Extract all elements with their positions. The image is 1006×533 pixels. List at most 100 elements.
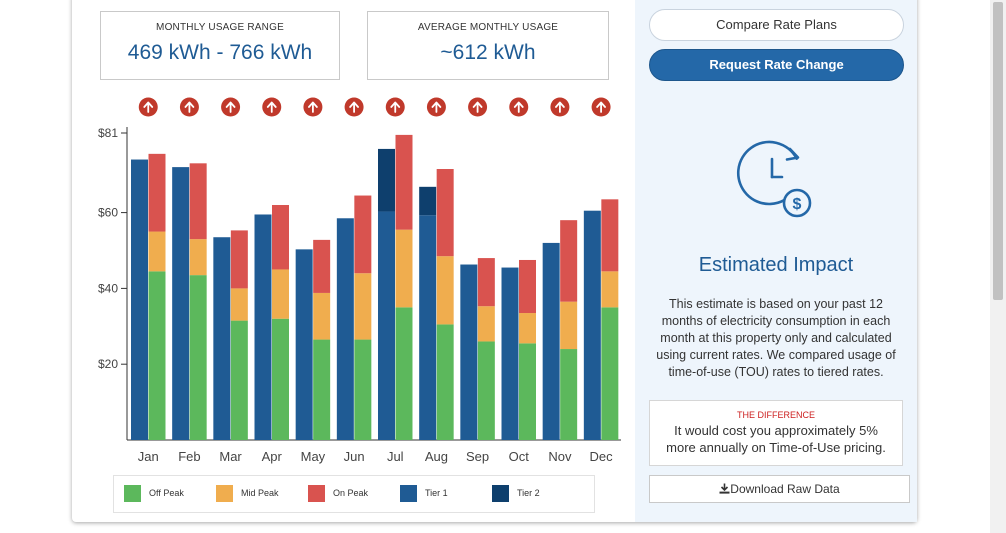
- arrow-up-glyph: [431, 101, 442, 113]
- x-tick-label: Oct: [509, 449, 530, 464]
- bar-tier-1: [336, 218, 354, 440]
- bar-mid-peak: [395, 229, 413, 308]
- x-tick-label: Jan: [138, 449, 159, 464]
- page-scrollbar-thumb[interactable]: [993, 2, 1003, 300]
- bar-tier-2: [419, 186, 437, 216]
- estimated-impact-description: This estimate is based on your past 12 m…: [656, 297, 896, 379]
- x-tick-label: May: [301, 449, 326, 464]
- bar-off-peak: [189, 275, 207, 440]
- bar-on-peak: [230, 230, 248, 289]
- arrow-up-glyph: [472, 101, 483, 113]
- bar-tier-1: [213, 237, 231, 440]
- arrow-up-glyph: [266, 101, 277, 113]
- bar-mid-peak: [189, 239, 207, 276]
- bar-tier-1: [501, 267, 519, 440]
- y-tick-label: $60: [98, 206, 118, 220]
- bar-mid-peak: [560, 301, 578, 350]
- bar-tier-1: [295, 249, 313, 440]
- bar-off-peak: [354, 339, 372, 440]
- bar-mid-peak: [148, 231, 166, 272]
- average-usage-label: AVERAGE MONTHLY USAGE: [417, 22, 559, 33]
- bar-on-peak: [272, 205, 289, 270]
- bar-off-peak: [601, 307, 619, 440]
- bar-on-peak: [313, 239, 331, 293]
- x-tick-label: Apr: [262, 449, 283, 464]
- bar-mid-peak: [519, 313, 536, 344]
- legend-swatch-off-peak: [124, 485, 141, 502]
- arrow-up-glyph: [143, 101, 154, 113]
- bar-tier-2: [378, 148, 395, 212]
- chart-legend: Off Peak Mid Peak On Peak Tier 1 Tier 2: [113, 475, 595, 513]
- x-tick-label: Nov: [548, 449, 572, 464]
- bar-tier-1: [542, 242, 560, 440]
- bar-on-peak: [436, 169, 454, 257]
- bar-on-peak: [477, 258, 495, 307]
- x-tick-label: Aug: [425, 449, 448, 464]
- arrow-up-glyph: [596, 101, 606, 113]
- arrow-up-glyph: [390, 101, 401, 113]
- bar-off-peak: [230, 320, 248, 440]
- bar-on-peak: [560, 220, 578, 302]
- request-rate-change-button[interactable]: Request Rate Change: [649, 49, 904, 81]
- bar-tier-1: [460, 264, 478, 440]
- x-tick-label: Sep: [466, 449, 489, 464]
- download-icon: [719, 483, 730, 494]
- usage-range-label: MONTHLY USAGE RANGE: [156, 22, 284, 33]
- usage-range-value: 469 kWh - 766 kWh: [127, 41, 313, 64]
- arrow-up-glyph: [225, 101, 236, 113]
- bar-off-peak: [313, 339, 331, 440]
- bar-mid-peak: [601, 271, 619, 308]
- bar-off-peak: [148, 271, 166, 440]
- average-usage-box: AVERAGE MONTHLY USAGE ~612 kWh: [367, 11, 609, 80]
- bar-off-peak: [272, 318, 289, 440]
- y-tick-label: $40: [98, 281, 118, 295]
- svg-text:$: $: [793, 196, 802, 213]
- bar-off-peak: [436, 324, 454, 440]
- bar-on-peak: [601, 199, 619, 272]
- arrow-up-glyph: [349, 101, 359, 113]
- bar-mid-peak: [230, 288, 248, 321]
- bar-tier-1: [172, 167, 190, 440]
- download-raw-data-label: Download Raw Data: [730, 482, 840, 496]
- bar-on-peak: [189, 163, 207, 240]
- x-tick-label: Dec: [590, 449, 614, 464]
- bar-mid-peak: [436, 256, 454, 325]
- bar-off-peak: [560, 349, 578, 440]
- bar-tier-1: [378, 211, 395, 440]
- bar-tier-1: [583, 210, 601, 440]
- x-tick-label: Feb: [178, 449, 200, 464]
- arrow-up-glyph: [555, 101, 565, 113]
- legend-label-off-peak: Off Peak: [149, 488, 184, 498]
- clock-dollar-icon: $: [736, 140, 812, 218]
- arrow-up-glyph: [513, 101, 524, 113]
- bar-off-peak: [395, 307, 413, 440]
- arrow-up-glyph: [308, 101, 318, 113]
- legend-label-on-peak: On Peak: [333, 488, 369, 498]
- legend-swatch-tier-1: [400, 485, 417, 502]
- download-raw-data-button[interactable]: Download Raw Data: [649, 475, 910, 503]
- usage-range-box: MONTHLY USAGE RANGE 469 kWh - 766 kWh: [100, 11, 340, 80]
- bar-on-peak: [354, 195, 372, 274]
- bar-off-peak: [477, 341, 495, 440]
- bar-on-peak: [519, 259, 536, 314]
- x-tick-label: Jul: [387, 449, 404, 464]
- difference-box: THE DIFFERENCE It would cost you approxi…: [649, 400, 903, 466]
- legend-swatch-tier-2: [492, 485, 509, 502]
- legend-label-tier-1: Tier 1: [425, 488, 448, 498]
- legend-label-tier-2: Tier 2: [517, 488, 540, 498]
- arrow-up-glyph: [184, 101, 195, 113]
- bar-tier-1: [419, 215, 437, 440]
- bar-tier-1: [131, 159, 148, 440]
- bar-off-peak: [519, 343, 536, 440]
- compare-rate-plans-button[interactable]: Compare Rate Plans: [649, 9, 904, 41]
- bar-mid-peak: [354, 273, 372, 340]
- x-tick-label: Jun: [344, 449, 365, 464]
- y-tick-label: $81: [98, 126, 118, 140]
- bar-on-peak: [148, 153, 166, 232]
- average-usage-value: ~612 kWh: [440, 41, 536, 64]
- x-tick-label: Mar: [219, 449, 242, 464]
- legend-swatch-mid-peak: [216, 485, 233, 502]
- difference-label: THE DIFFERENCE: [736, 410, 815, 420]
- legend-label-mid-peak: Mid Peak: [241, 488, 279, 498]
- bar-tier-1: [254, 214, 272, 440]
